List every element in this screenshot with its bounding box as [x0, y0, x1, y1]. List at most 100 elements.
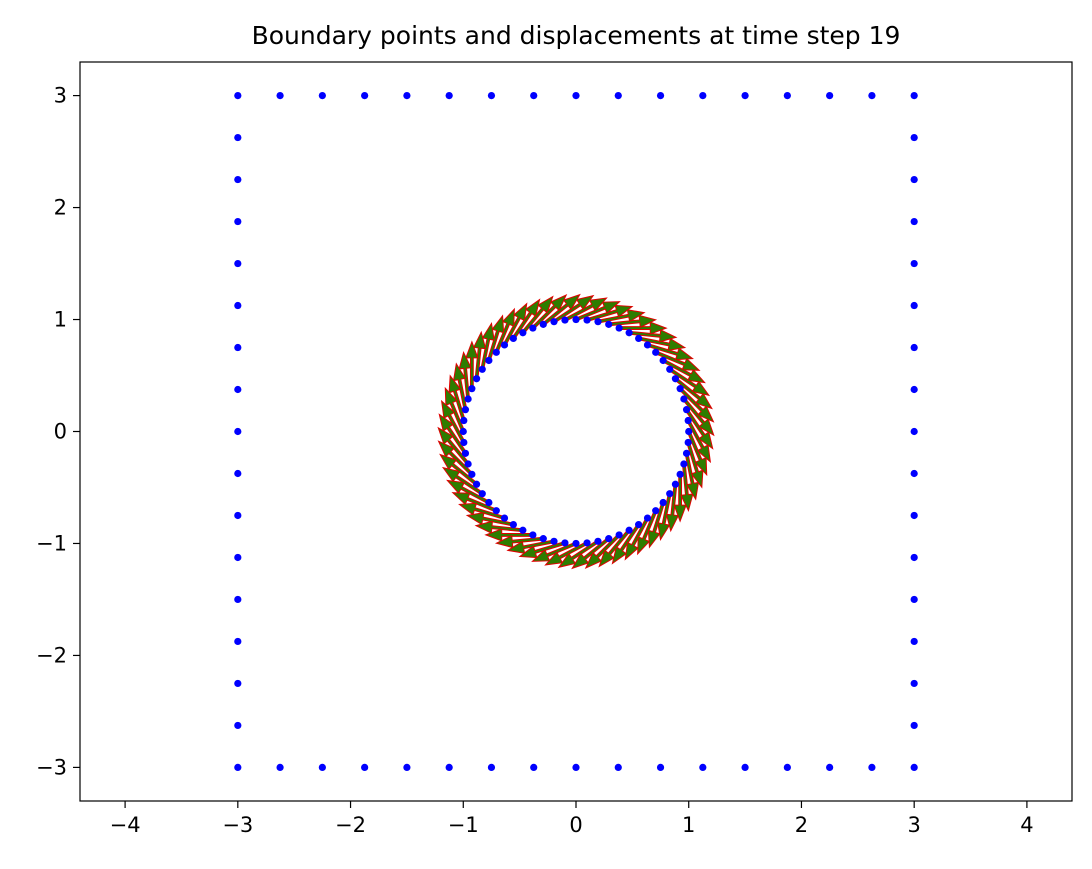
displacement-arrow [448, 374, 466, 422]
boundary-point [234, 259, 242, 268]
displacement-arrow [465, 340, 479, 390]
boundary-point [509, 334, 517, 343]
displacement-arrow [484, 528, 534, 542]
boundary-point [684, 438, 692, 447]
boundary-point [910, 679, 918, 688]
displacement-arrow [571, 536, 611, 570]
displacement-arrow [673, 473, 687, 523]
y-tick-label: −3 [36, 755, 67, 779]
boundary-point [615, 531, 623, 539]
boundary-point [652, 348, 660, 356]
boundary-point [783, 763, 791, 772]
boundary-point [910, 217, 918, 226]
displacement-arrow [438, 413, 468, 455]
boundary-point [868, 763, 876, 772]
boundary-point [643, 514, 652, 522]
boundary-point [468, 470, 476, 478]
displacement-arrow [586, 304, 634, 323]
boundary-point [460, 438, 468, 447]
displacement-arrow [474, 520, 524, 534]
boundary-point [910, 259, 918, 268]
displacement-arrow [486, 314, 505, 362]
boundary-point [666, 490, 674, 498]
displacement-arrow [574, 301, 621, 322]
boundary-point [361, 91, 369, 100]
x-tick-label: −3 [222, 813, 253, 837]
boundary-point [910, 595, 918, 604]
boundary-point [910, 91, 918, 100]
boundary-point [459, 427, 467, 436]
boundary-point [583, 539, 591, 547]
boundary-point [635, 520, 643, 529]
x-tick-label: −1 [448, 813, 479, 837]
boundary-point [234, 637, 242, 646]
boundary-point [614, 91, 622, 100]
displacement-arrow [678, 386, 715, 423]
boundary-point [403, 91, 411, 100]
displacement-arrow [441, 466, 484, 496]
boundary-point [539, 535, 547, 543]
boundary-point [318, 763, 326, 772]
boundary-point [550, 537, 558, 545]
displacement-arrow [611, 523, 641, 565]
displacement-arrow [440, 399, 466, 444]
boundary-point [485, 356, 493, 365]
boundary-point [572, 763, 580, 772]
boundary-point [741, 91, 749, 100]
boundary-point [910, 175, 918, 184]
boundary-point [234, 679, 242, 688]
x-tick-label: −4 [110, 813, 141, 837]
boundary-point [656, 763, 665, 772]
displacement-arrow [531, 293, 568, 330]
boundary-point [464, 395, 472, 403]
displacement-arrow [657, 492, 672, 542]
displacement-arrow [444, 386, 466, 433]
boundary-point [445, 763, 453, 772]
displacement-arrow [608, 314, 658, 329]
boundary-point [234, 469, 242, 478]
displacement-arrow [598, 528, 631, 568]
boundary-point [234, 553, 242, 562]
boundary-point [783, 91, 791, 100]
boundary-point [666, 365, 674, 373]
boundary-point [234, 217, 242, 226]
displacement-arrow [518, 540, 566, 559]
boundary-point [826, 91, 834, 100]
displacement-arrow [563, 297, 608, 322]
displacement-arrow [673, 376, 713, 410]
displacement-arrow [494, 534, 544, 549]
boundary-point [445, 91, 453, 100]
displacement-arrow [458, 350, 472, 400]
boundary-point [594, 318, 602, 326]
displacement-arrow [682, 397, 715, 437]
displacement-arrow [452, 362, 468, 411]
y-tick-label: 0 [54, 420, 67, 444]
boundary-point [461, 406, 470, 414]
boundary-point [699, 763, 707, 772]
displacement-arrow [439, 453, 479, 487]
boundary-point [529, 324, 537, 332]
y-tick-label: 2 [54, 196, 67, 220]
boundary-point [685, 427, 693, 436]
boundary-point [572, 315, 580, 324]
boundary-point [234, 301, 242, 310]
displacement-arrow [451, 492, 498, 513]
displacement-arrow [684, 408, 714, 450]
boundary-point [472, 375, 481, 383]
boundary-point [910, 301, 918, 310]
boundary-point [656, 91, 665, 100]
boundary-point [500, 341, 509, 349]
boundary-point [671, 480, 680, 488]
boundary-point [234, 763, 242, 772]
boundary-point [509, 520, 517, 529]
boundary-point [234, 385, 242, 394]
displacement-arrow [668, 367, 711, 397]
displacement-arrow [637, 336, 687, 351]
displacement-arrow [646, 342, 694, 361]
boundary-point [529, 531, 537, 539]
displacement-arrow [557, 539, 600, 569]
displacement-arrow [531, 541, 578, 562]
boundary-point [234, 595, 242, 604]
boundary-point [500, 514, 509, 522]
x-tick-label: 3 [907, 813, 920, 837]
